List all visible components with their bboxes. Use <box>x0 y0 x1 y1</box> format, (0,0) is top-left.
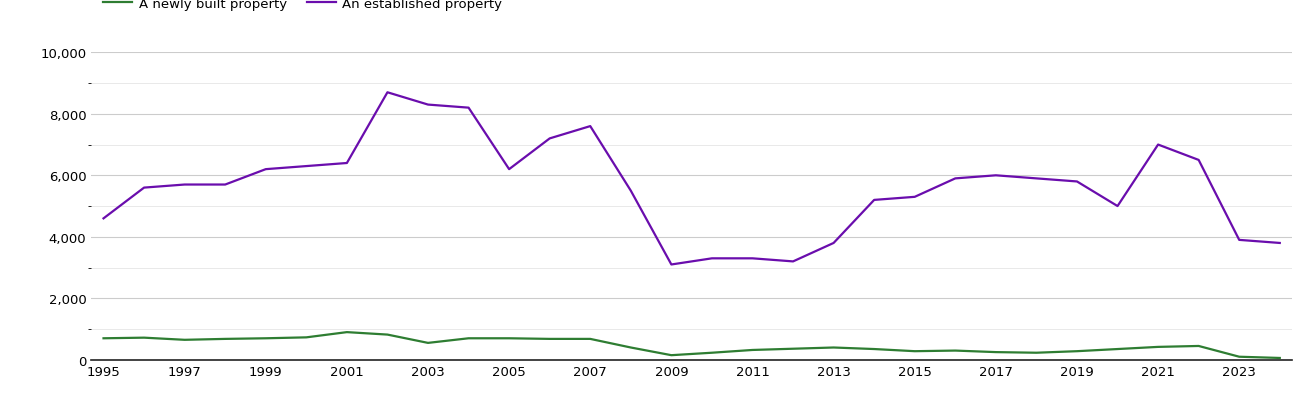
A newly built property <box>258 336 274 341</box>
A newly built property <box>826 345 842 350</box>
A newly built property <box>380 332 395 337</box>
An established property <box>947 177 963 182</box>
An established property <box>258 167 274 172</box>
An established property <box>826 241 842 246</box>
An established property <box>988 173 1004 178</box>
An established property <box>1191 158 1207 163</box>
An established property <box>622 189 638 194</box>
An established property <box>1069 180 1084 184</box>
An established property <box>705 256 720 261</box>
An established property <box>95 216 111 221</box>
An established property <box>1150 143 1165 148</box>
A newly built property <box>745 348 761 353</box>
A newly built property <box>786 346 801 351</box>
An established property <box>1109 204 1125 209</box>
An established property <box>1272 241 1288 246</box>
Line: An established property: An established property <box>103 93 1280 265</box>
Legend: A newly built property, An established property: A newly built property, An established p… <box>98 0 508 16</box>
A newly built property <box>339 330 355 335</box>
A newly built property <box>705 351 720 355</box>
An established property <box>1232 238 1248 243</box>
A newly built property <box>663 353 679 358</box>
A newly built property <box>1232 354 1248 360</box>
An established property <box>745 256 761 261</box>
An established property <box>501 167 517 172</box>
A newly built property <box>1109 347 1125 352</box>
A newly built property <box>95 336 111 341</box>
A newly built property <box>1150 344 1165 349</box>
An established property <box>663 263 679 267</box>
A newly built property <box>907 349 923 354</box>
A newly built property <box>1191 344 1207 348</box>
A newly built property <box>988 350 1004 355</box>
An established property <box>542 137 557 142</box>
An established property <box>380 90 395 95</box>
A newly built property <box>582 337 598 342</box>
A newly built property <box>867 347 882 352</box>
A newly built property <box>420 341 436 346</box>
An established property <box>136 186 151 191</box>
An established property <box>420 103 436 108</box>
An established property <box>176 182 192 187</box>
An established property <box>582 124 598 129</box>
Line: A newly built property: A newly built property <box>103 332 1280 358</box>
A newly built property <box>1028 351 1044 355</box>
An established property <box>1028 177 1044 182</box>
A newly built property <box>542 337 557 342</box>
A newly built property <box>501 336 517 341</box>
A newly built property <box>218 337 234 342</box>
An established property <box>867 198 882 203</box>
A newly built property <box>136 335 151 340</box>
A newly built property <box>461 336 476 341</box>
A newly built property <box>1272 356 1288 361</box>
An established property <box>339 161 355 166</box>
An established property <box>907 195 923 200</box>
An established property <box>786 259 801 264</box>
An established property <box>461 106 476 111</box>
An established property <box>218 182 234 187</box>
A newly built property <box>299 335 315 340</box>
An established property <box>299 164 315 169</box>
A newly built property <box>1069 349 1084 354</box>
A newly built property <box>947 348 963 353</box>
A newly built property <box>176 337 192 342</box>
A newly built property <box>622 345 638 350</box>
